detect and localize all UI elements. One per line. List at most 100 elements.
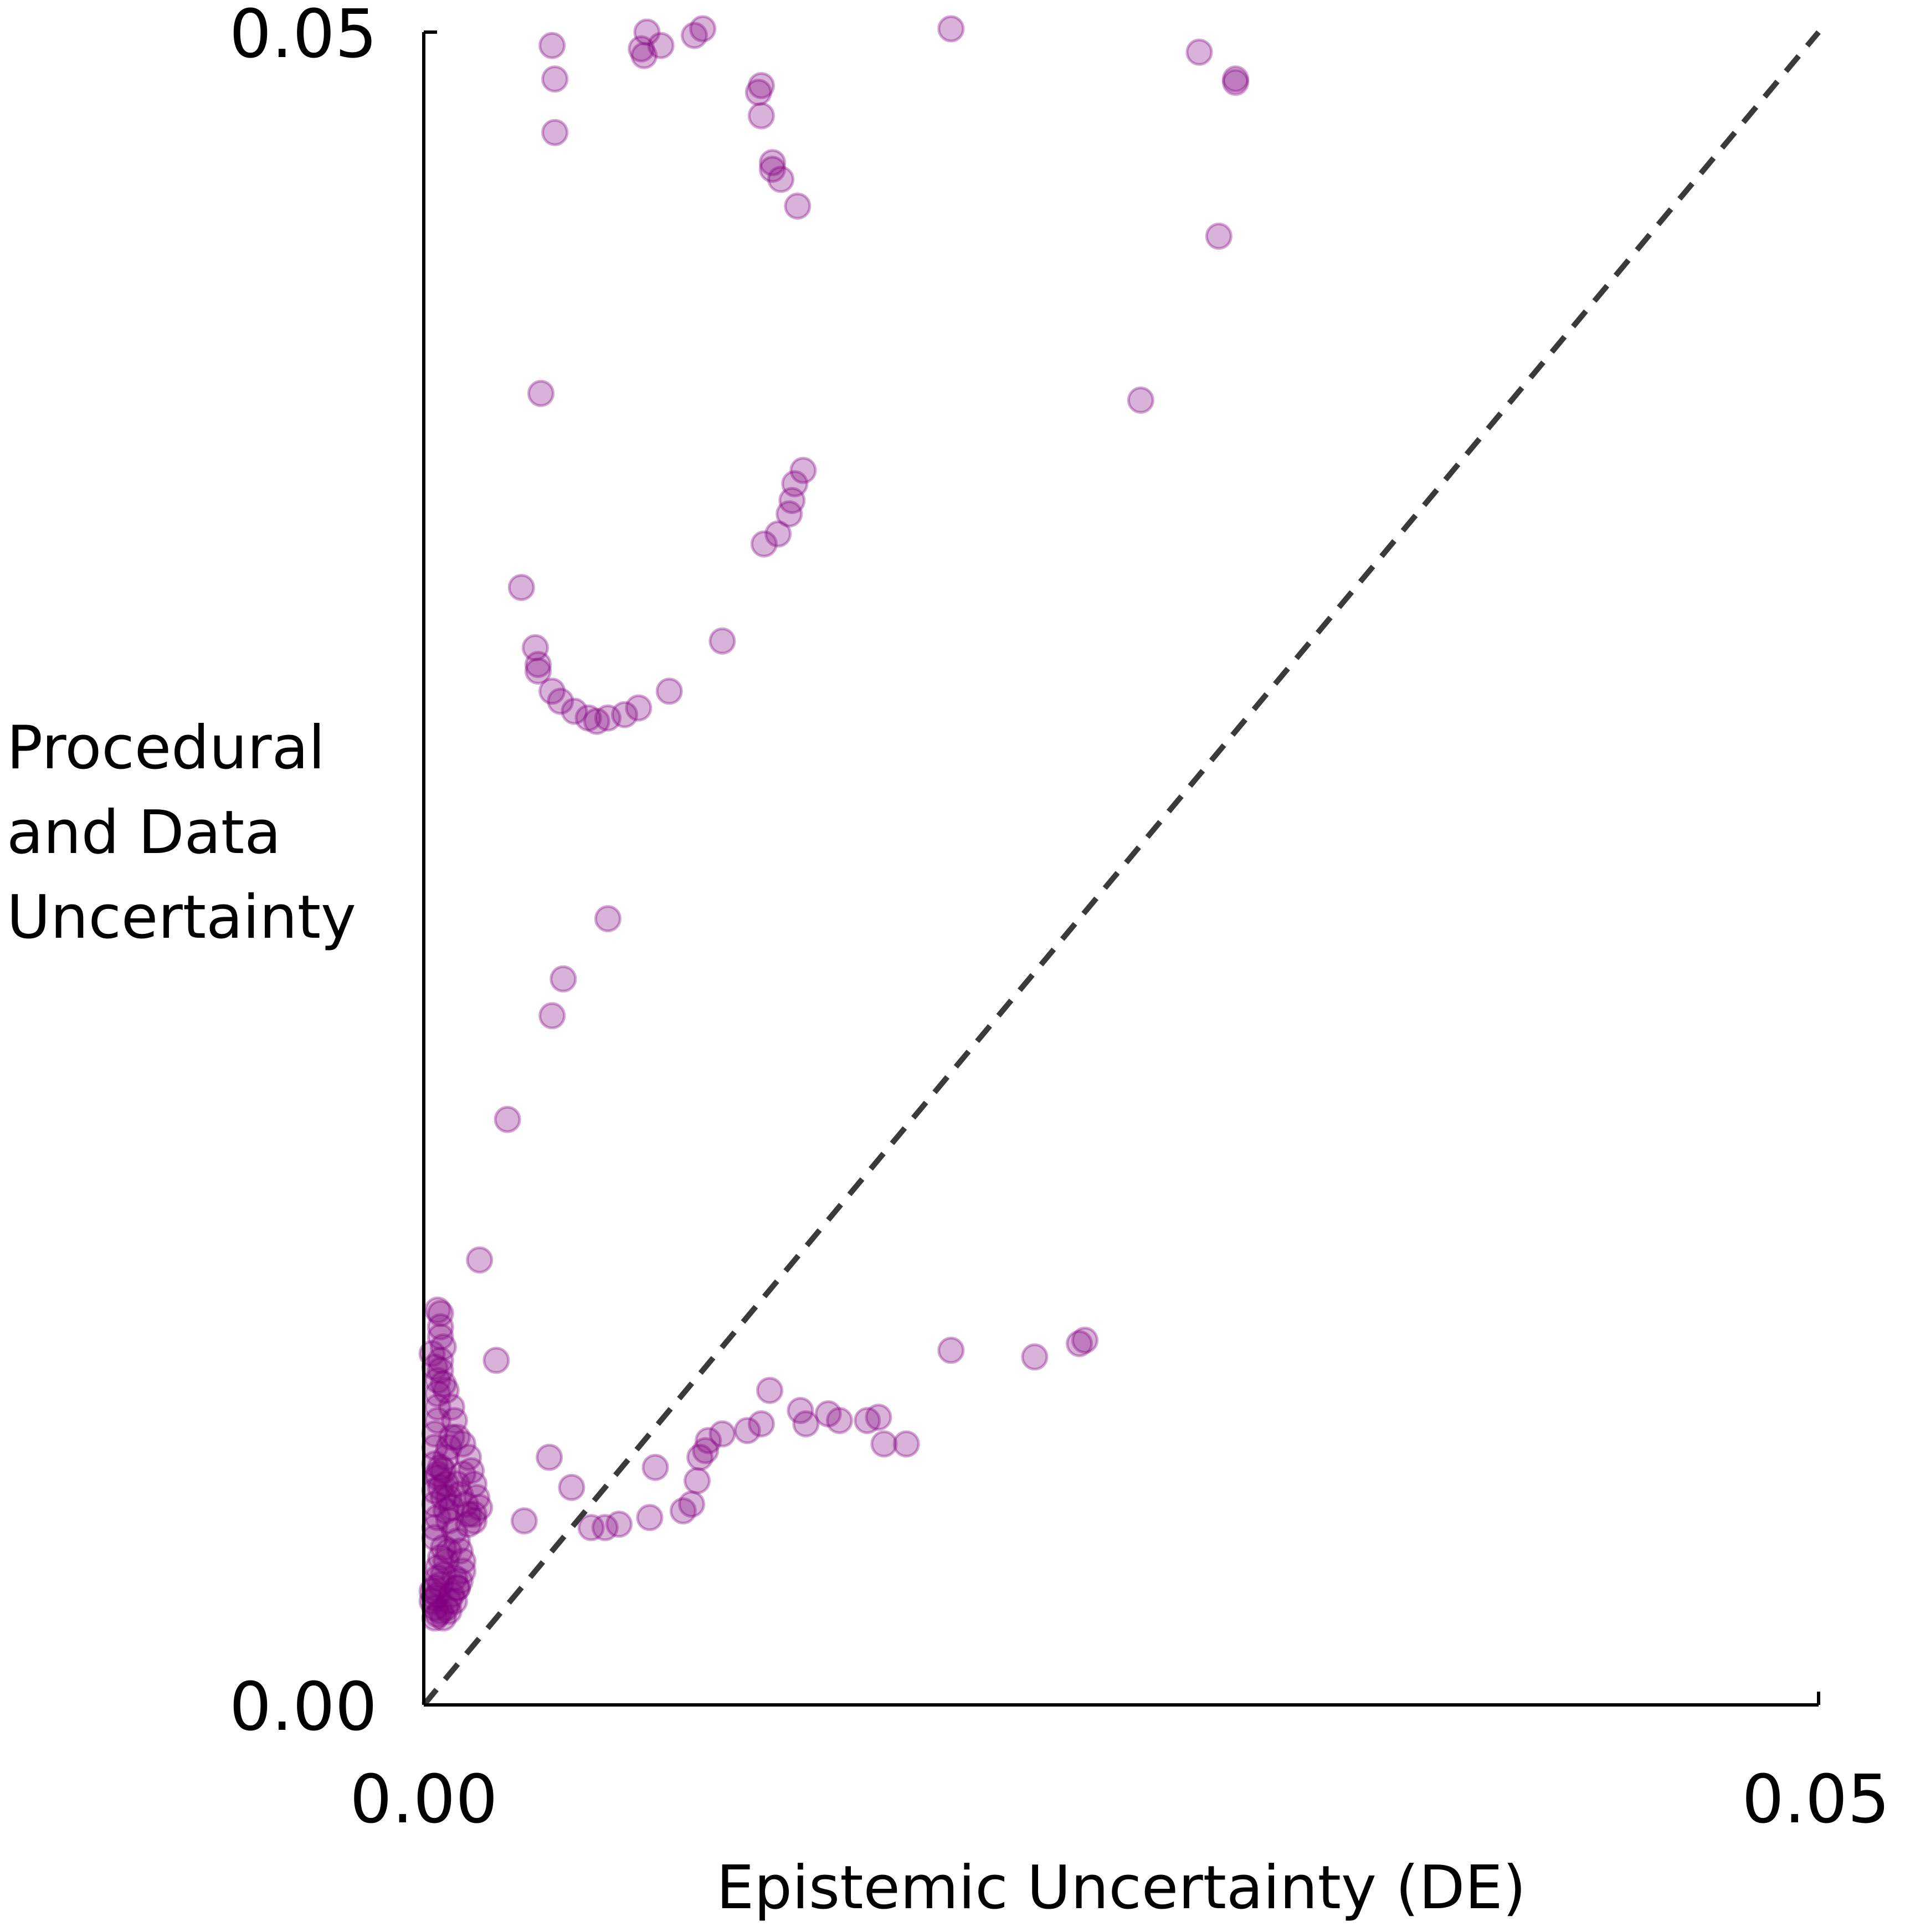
- data-point: [424, 1554, 451, 1581]
- data-point: [429, 1333, 457, 1361]
- data-point: [460, 1507, 488, 1535]
- data-point: [435, 1433, 463, 1461]
- data-point: [625, 694, 653, 722]
- data-point: [418, 1578, 446, 1605]
- data-point: [681, 22, 708, 49]
- data-point: [547, 687, 574, 715]
- data-point: [429, 1604, 457, 1632]
- data-point: [525, 657, 552, 685]
- data-point: [443, 1527, 471, 1555]
- data-point: [438, 1424, 465, 1451]
- data-point: [424, 1380, 451, 1407]
- data-point: [432, 1497, 460, 1525]
- data-point: [937, 1337, 965, 1364]
- x-tick-label-max: 0.05: [1742, 1761, 1889, 1838]
- data-point: [594, 704, 622, 732]
- data-point: [825, 1407, 853, 1435]
- data-point: [438, 1581, 465, 1609]
- data-point: [792, 1410, 820, 1438]
- data-point: [435, 1507, 463, 1535]
- data-point: [424, 1504, 451, 1532]
- data-point: [892, 1430, 920, 1458]
- data-point: [611, 701, 639, 728]
- data-point: [424, 1581, 451, 1609]
- data-point: [460, 1501, 488, 1528]
- data-point: [641, 1453, 669, 1481]
- data-point: [435, 1597, 463, 1625]
- data-point: [814, 1400, 842, 1427]
- data-point: [427, 1571, 454, 1599]
- data-point: [1127, 386, 1154, 414]
- data-point: [438, 1494, 465, 1522]
- data-point: [427, 1544, 454, 1571]
- data-point: [538, 1002, 566, 1030]
- data-point: [577, 1514, 605, 1542]
- data-point: [424, 1601, 451, 1628]
- data-point: [1205, 222, 1233, 250]
- data-point: [669, 1497, 697, 1525]
- data-point: [443, 1574, 471, 1602]
- data-point: [744, 79, 772, 106]
- data-point: [443, 1574, 471, 1602]
- data-point: [647, 32, 675, 59]
- data-point: [1222, 69, 1249, 96]
- data-point: [427, 1473, 454, 1501]
- data-point: [695, 1427, 722, 1455]
- data-point: [1222, 65, 1249, 93]
- data-point: [550, 965, 577, 993]
- y-axis-title-line-1: Procedural: [7, 713, 325, 783]
- data-point: [521, 634, 549, 661]
- data-point: [937, 15, 965, 43]
- data-point: [424, 1296, 451, 1324]
- data-point: [630, 42, 658, 69]
- data-point: [750, 530, 778, 558]
- data-point: [455, 1501, 482, 1528]
- x-tick-label-min: 0.00: [350, 1761, 497, 1838]
- data-point: [747, 1410, 775, 1438]
- data-point: [594, 905, 622, 933]
- data-point: [787, 1397, 814, 1424]
- data-point: [429, 1457, 457, 1484]
- data-point: [440, 1587, 468, 1615]
- data-point: [1021, 1343, 1049, 1371]
- data-point: [429, 1484, 457, 1511]
- data-point: [767, 166, 795, 193]
- data-point: [466, 1494, 494, 1522]
- data-point: [756, 1376, 783, 1404]
- data-point: [494, 1106, 521, 1133]
- data-point: [708, 627, 736, 655]
- data-point: [424, 1366, 451, 1394]
- data-point: [684, 1467, 711, 1494]
- data-point: [733, 1417, 761, 1445]
- data-point: [418, 1340, 446, 1368]
- data-point: [591, 1514, 619, 1542]
- data-point: [561, 697, 588, 725]
- data-point: [463, 1484, 491, 1511]
- data-point: [1066, 1330, 1093, 1358]
- data-point: [427, 1453, 454, 1481]
- data-point: [854, 1407, 881, 1435]
- data-point: [429, 1560, 457, 1588]
- data-point: [438, 1393, 465, 1421]
- data-point: [435, 1537, 463, 1565]
- data-point: [432, 1594, 460, 1622]
- data-point: [759, 156, 786, 183]
- data-point: [558, 1473, 586, 1501]
- data-point: [708, 1420, 736, 1448]
- data-point: [747, 72, 775, 100]
- data-point: [536, 1443, 563, 1471]
- data-point: [446, 1537, 474, 1565]
- data-point: [432, 1470, 460, 1498]
- data-point: [692, 1437, 720, 1465]
- data-point: [455, 1510, 482, 1538]
- data-point: [424, 1460, 451, 1488]
- data-point: [449, 1557, 476, 1585]
- data-point: [538, 677, 566, 705]
- data-point: [443, 1424, 471, 1451]
- data-point: [427, 1597, 454, 1625]
- data-point: [440, 1517, 468, 1545]
- data-points: [418, 15, 1249, 1632]
- data-point: [510, 1507, 538, 1535]
- data-point: [1185, 38, 1213, 66]
